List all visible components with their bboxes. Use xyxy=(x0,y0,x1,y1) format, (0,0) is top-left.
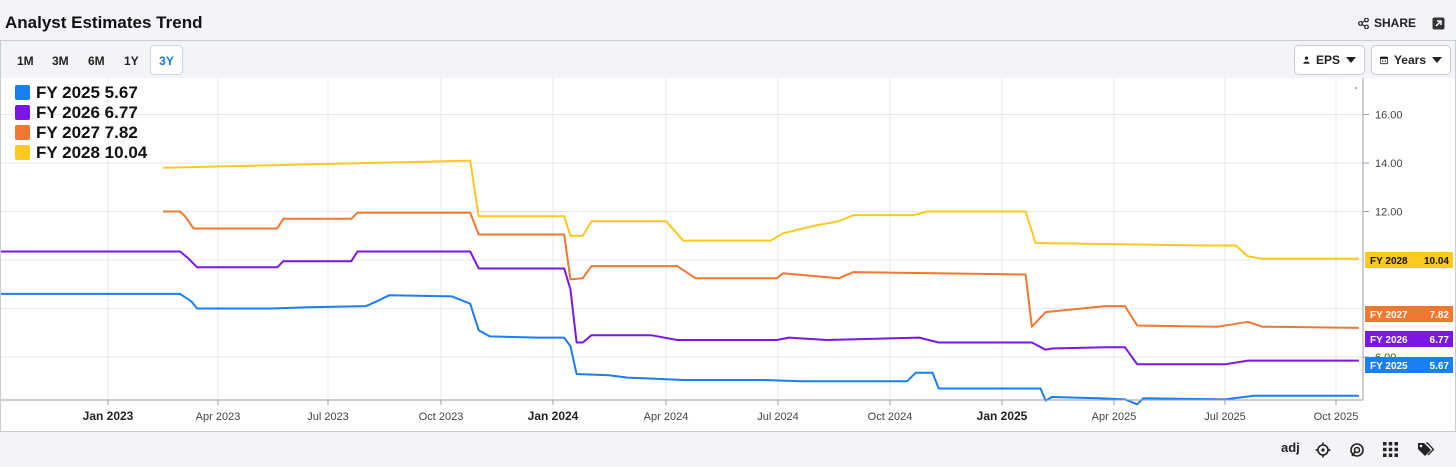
last-value-tag-name: FY 2025 xyxy=(1370,361,1408,372)
last-value-tag-value: 6.77 xyxy=(1430,335,1450,346)
period-dropdown[interactable]: Years xyxy=(1371,45,1451,75)
share-icon xyxy=(1358,17,1369,29)
y-tick-label: 16.00 xyxy=(1375,110,1403,122)
range-3m-button[interactable]: 3M xyxy=(45,47,76,73)
last-value-tag-value: 10.04 xyxy=(1424,256,1449,267)
period-label: Years xyxy=(1393,53,1426,67)
person-icon xyxy=(1303,56,1310,64)
last-value-tag-value: 5.67 xyxy=(1430,361,1450,372)
last-value-tag-name: FY 2027 xyxy=(1370,310,1408,321)
chevron-down-icon xyxy=(1346,57,1356,63)
last-value-tag xyxy=(1365,306,1453,322)
grid-icon[interactable] xyxy=(1383,442,1398,457)
legend-swatch xyxy=(15,145,30,160)
series-line-fy-2025 xyxy=(0,292,1359,406)
legend-swatch xyxy=(15,85,30,100)
x-tick-label: Oct 2025 xyxy=(1314,411,1359,423)
chevron-down-icon xyxy=(1432,57,1442,63)
last-value-tag xyxy=(1365,331,1453,347)
x-tick-label: Jan 2023 xyxy=(83,409,134,423)
y-tick-label: 12.00 xyxy=(1375,207,1403,219)
metric-dropdown[interactable]: EPS xyxy=(1294,45,1365,75)
x-tick-label: Jul 2025 xyxy=(1204,411,1246,423)
legend-entry[interactable]: FY 2026 6.77 xyxy=(36,103,138,122)
last-value-tag xyxy=(1365,252,1453,268)
share-button[interactable]: SHARE xyxy=(1358,16,1416,30)
x-tick-label: Oct 2024 xyxy=(868,411,913,423)
legend-swatch xyxy=(15,105,30,120)
range-1m-button[interactable]: 1M xyxy=(10,47,41,73)
expand-icon[interactable] xyxy=(1432,17,1445,30)
legend-entry[interactable]: FY 2025 5.67 xyxy=(36,83,138,102)
toolbar: 1M 3M 6M 1Y 3Y EPS Years xyxy=(0,40,1456,78)
calendar-icon xyxy=(1380,56,1388,65)
x-tick-label: Apr 2023 xyxy=(196,411,241,423)
legend-swatch xyxy=(15,125,30,140)
x-tick-label: Apr 2025 xyxy=(1092,411,1137,423)
x-tick-label: Oct 2023 xyxy=(419,411,464,423)
adjust-button[interactable]: adj xyxy=(1281,440,1300,455)
last-value-tag xyxy=(1365,357,1453,373)
tags-icon[interactable] xyxy=(1417,442,1434,457)
legend-entry[interactable]: FY 2027 7.82 xyxy=(36,123,138,142)
last-value-tag-name: FY 2026 xyxy=(1370,335,1408,346)
range-1y-button[interactable]: 1Y xyxy=(117,47,146,73)
compare-icon[interactable] xyxy=(1349,442,1365,458)
x-tick-label: Jul 2024 xyxy=(757,411,799,423)
x-tick-label: Jan 2024 xyxy=(528,409,579,423)
series-line-fy-2027 xyxy=(163,210,1359,329)
footer-toolbar: adj xyxy=(0,432,1456,467)
last-value-tag-value: 7.82 xyxy=(1430,310,1450,321)
x-tick-label: Jan 2025 xyxy=(977,409,1028,423)
page-title: Analyst Estimates Trend xyxy=(5,13,203,32)
range-6m-button[interactable]: 6M xyxy=(81,47,112,73)
legend-entry[interactable]: FY 2028 10.04 xyxy=(36,143,148,162)
axis-marker-dot xyxy=(1355,87,1357,89)
metric-label: EPS xyxy=(1315,53,1340,67)
series-line-fy-2028 xyxy=(162,159,1359,260)
range-3y-button[interactable]: 3Y xyxy=(150,45,183,75)
x-tick-label: Apr 2024 xyxy=(644,411,689,423)
last-value-tag-name: FY 2028 xyxy=(1370,256,1408,267)
crosshair-icon[interactable] xyxy=(1315,442,1331,458)
y-tick-label: 14.00 xyxy=(1375,158,1403,170)
series-line-fy-2026 xyxy=(0,250,1359,366)
x-tick-label: Jul 2023 xyxy=(307,411,349,423)
share-label: SHARE xyxy=(1374,16,1417,30)
header: Analyst Estimates Trend SHARE xyxy=(0,0,1456,44)
